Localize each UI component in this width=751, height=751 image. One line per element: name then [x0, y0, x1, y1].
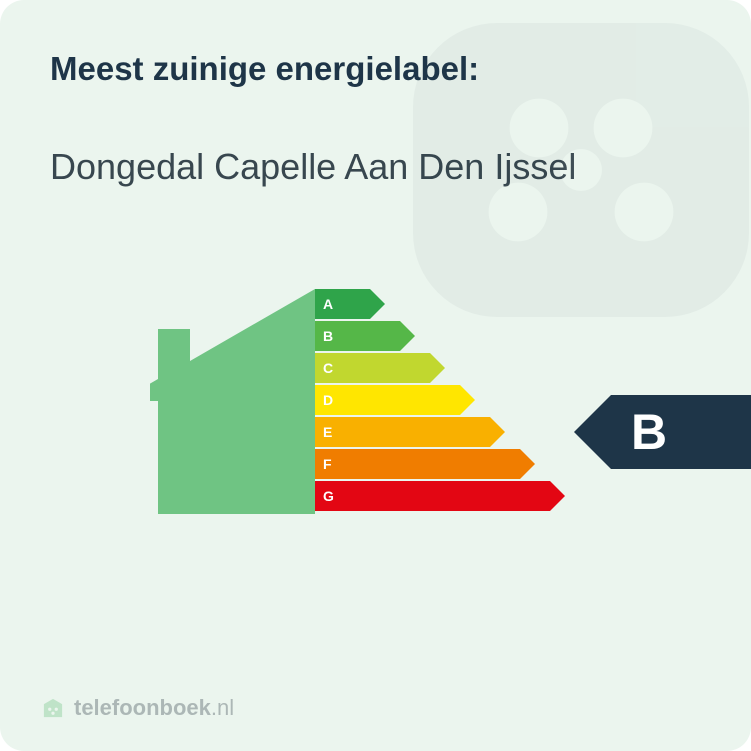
badge-body: B: [611, 395, 751, 469]
info-card: Meest zuinige energielabel: Dongedal Cap…: [0, 0, 751, 751]
bar-letter: G: [323, 488, 334, 504]
bar-letter: F: [323, 456, 332, 472]
bar-letter: E: [323, 424, 332, 440]
bar-letter: D: [323, 392, 333, 408]
bar-body: [315, 385, 460, 415]
location-name: Dongedal Capelle Aan Den Ijssel: [50, 144, 701, 189]
brand-name: telefoonboek: [74, 695, 211, 720]
bar-arrow-tip: [370, 289, 385, 319]
page-title: Meest zuinige energielabel:: [50, 50, 701, 88]
bar-letter: C: [323, 360, 333, 376]
brand-text: telefoonboek.nl: [74, 695, 234, 721]
bar-arrow-tip: [490, 417, 505, 447]
bar-arrow-tip: [430, 353, 445, 383]
bar-body: [315, 449, 520, 479]
bar-arrow-tip: [520, 449, 535, 479]
bar-letter: B: [323, 328, 333, 344]
bar-body: [315, 481, 550, 511]
rating-badge: B: [574, 395, 751, 469]
house-icon: [150, 289, 315, 514]
badge-letter: B: [631, 403, 667, 461]
brand-tld: .nl: [211, 695, 234, 720]
bar-arrow-tip: [400, 321, 415, 351]
bar-body: [315, 417, 490, 447]
brand-icon: [40, 695, 66, 721]
footer-brand: telefoonboek.nl: [40, 695, 234, 721]
bar-arrow-tip: [550, 481, 565, 511]
bar-arrow-tip: [460, 385, 475, 415]
bar-letter: A: [323, 296, 333, 312]
badge-arrow-tip: [574, 395, 611, 469]
